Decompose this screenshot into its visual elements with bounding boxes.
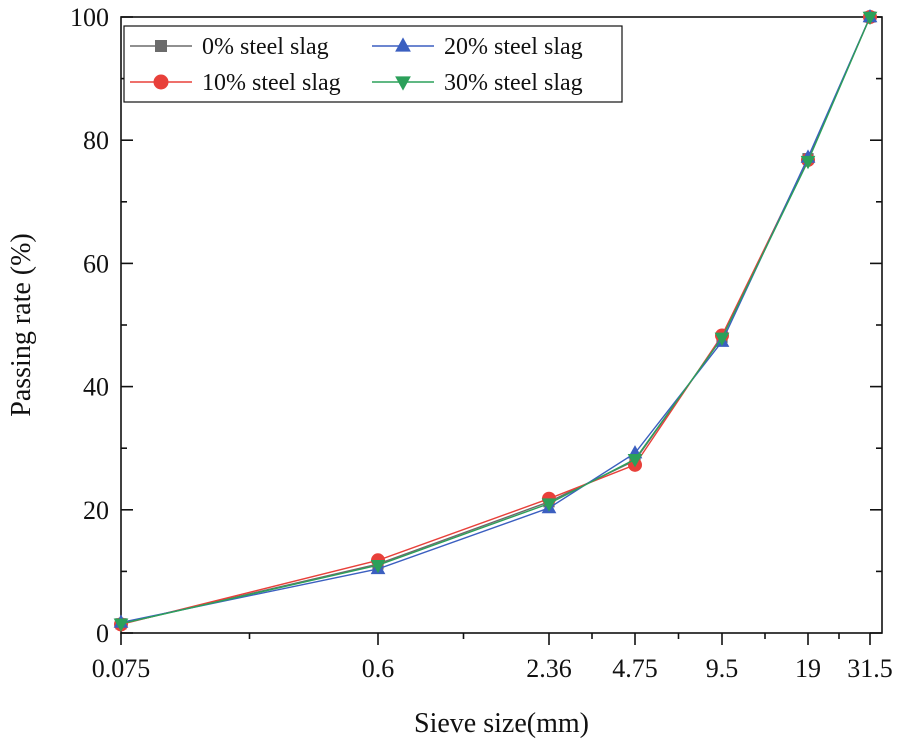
data-point	[627, 454, 643, 468]
y-tick-label: 60	[83, 249, 109, 278]
y-tick-label: 80	[83, 126, 109, 155]
legend-marker	[153, 74, 169, 90]
legend-item: 20% steel slag	[372, 34, 583, 60]
x-tick-label: 0.6	[362, 654, 395, 683]
series-line	[120, 16, 871, 625]
data-point	[370, 559, 386, 574]
legend-marker	[155, 40, 167, 52]
legend-label: 30% steel slag	[444, 70, 583, 96]
legend-label: 20% steel slag	[444, 34, 583, 60]
series-layer	[113, 8, 878, 632]
legend-marker	[395, 76, 411, 91]
y-tick-label: 100	[70, 3, 109, 32]
y-tick-label: 40	[83, 373, 109, 402]
series-line	[120, 16, 871, 624]
x-tick-label: 0.075	[92, 654, 151, 683]
legend-label: 0% steel slag	[202, 34, 329, 60]
x-tick-label: 19	[795, 654, 821, 683]
series-line	[120, 16, 871, 625]
x-tick-label: 31.5	[847, 654, 893, 683]
legend-item: 0% steel slag	[130, 34, 329, 60]
x-axis-title: Sieve size(mm)	[414, 708, 589, 739]
x-tick-label: 2.36	[526, 654, 572, 683]
x-tick-label: 9.5	[706, 654, 739, 683]
y-tick-label: 20	[83, 496, 109, 525]
legend-marker	[395, 37, 411, 52]
plot-border	[120, 16, 883, 634]
series-0	[115, 11, 876, 630]
legend-box	[123, 25, 623, 103]
series-3	[113, 11, 878, 632]
data-point	[862, 11, 878, 26]
y-axis-title: Passing rate (%)	[6, 233, 37, 417]
y-axis: 0 20 40 60 80 100	[70, 3, 882, 648]
legend: 0% steel slag 10% steel slag 20% steel sla…	[123, 25, 623, 103]
x-axis: 0.075 0.6 2.36 4.75 9.5 19 31.5	[92, 633, 893, 683]
series-line	[120, 16, 871, 626]
legend-item: 30% steel slag	[372, 70, 583, 96]
data-point	[800, 155, 816, 170]
data-point	[541, 498, 557, 512]
legend-item: 10% steel slag	[130, 70, 341, 96]
plot-frame	[120, 16, 883, 634]
legend-label: 10% steel slag	[202, 70, 341, 96]
data-point	[113, 618, 129, 632]
x-tick-label: 4.75	[612, 654, 658, 683]
data-point	[714, 332, 730, 346]
y-tick-label: 0	[96, 619, 109, 648]
series-1	[114, 10, 877, 632]
